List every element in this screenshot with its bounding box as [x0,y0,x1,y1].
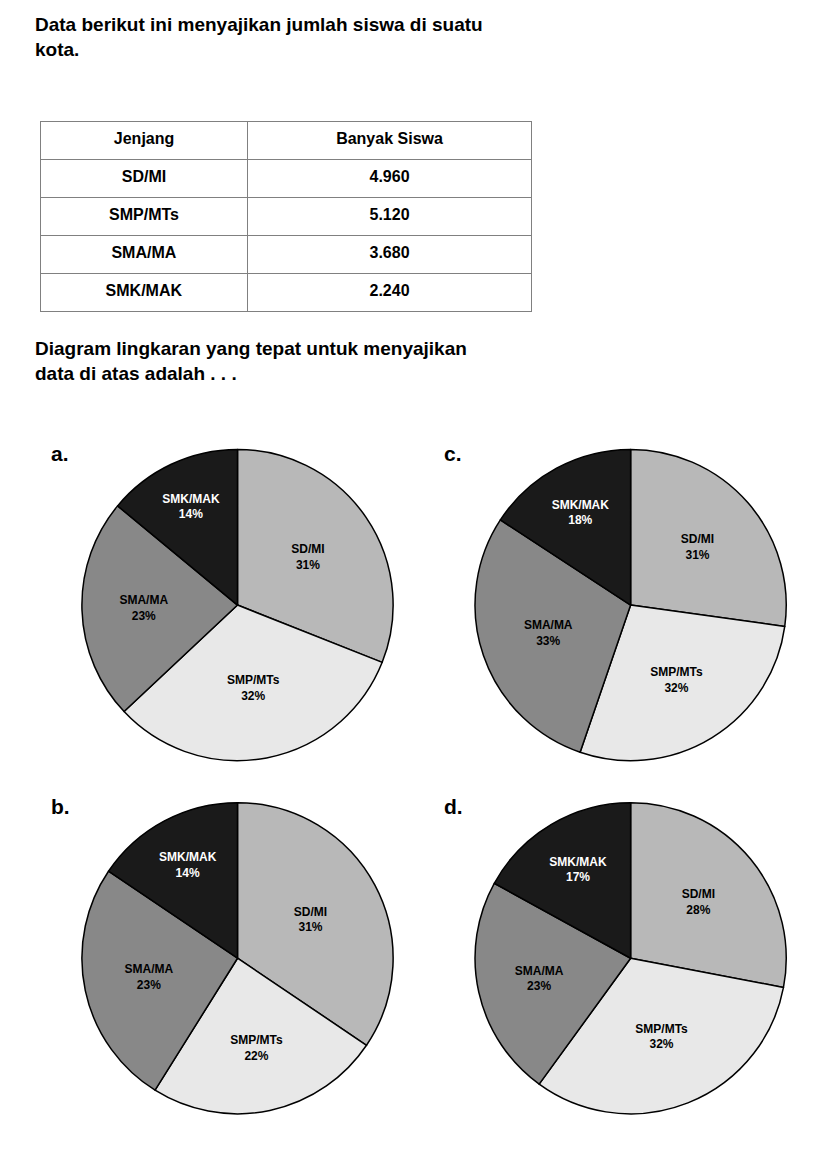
svg-text:3.680: 3.680 [369,244,409,261]
svg-text:SMK/MAK18%: SMK/MAK18% [552,498,610,528]
svg-text:SMK/MAK17%: SMK/MAK17% [549,855,607,885]
svg-text:SMK/MAK: SMK/MAK [106,282,183,299]
svg-text:SMA/MA23%: SMA/MA23% [124,962,173,992]
svg-text:SMP/MTs32%: SMP/MTs32% [635,1022,688,1052]
svg-text:2.240: 2.240 [369,282,409,299]
svg-text:SMP/MTs22%: SMP/MTs22% [230,1033,283,1063]
svg-text:4.960: 4.960 [369,168,409,185]
svg-text:SMK/MAK14%: SMK/MAK14% [159,850,217,880]
svg-text:Diagram lingkaran yang tepat u: Diagram lingkaran yang tepat untuk menya… [35,338,467,384]
svg-text:SMK/MAK14%: SMK/MAK14% [162,492,220,522]
svg-text:SMP/MTs32%: SMP/MTs32% [650,665,703,695]
svg-text:SMA/MA23%: SMA/MA23% [119,593,168,623]
svg-text:SMA/MA33%: SMA/MA33% [524,618,573,648]
svg-text:SD/MI28%: SD/MI28% [682,887,715,917]
svg-text:Banyak Siswa: Banyak Siswa [336,130,443,147]
svg-text:SMP/MTs: SMP/MTs [109,206,179,223]
svg-text:Data berikut ini menyajikan ju: Data berikut ini menyajikan jumlah siswa… [35,14,483,60]
svg-text:d.: d. [444,795,463,818]
svg-text:5.120: 5.120 [369,206,409,223]
svg-text:SMA/MA23%: SMA/MA23% [515,964,564,994]
svg-text:SD/MI31%: SD/MI31% [291,542,324,572]
svg-text:SD/MI: SD/MI [122,168,166,185]
svg-text:a.: a. [51,442,69,465]
svg-text:c.: c. [444,442,462,465]
svg-text:SMP/MTs32%: SMP/MTs32% [227,673,280,703]
svg-text:Jenjang: Jenjang [114,130,174,147]
svg-text:b.: b. [51,795,70,818]
svg-text:SD/MI31%: SD/MI31% [681,532,714,562]
svg-text:SMA/MA: SMA/MA [111,244,176,261]
svg-text:SD/MI31%: SD/MI31% [294,905,327,935]
